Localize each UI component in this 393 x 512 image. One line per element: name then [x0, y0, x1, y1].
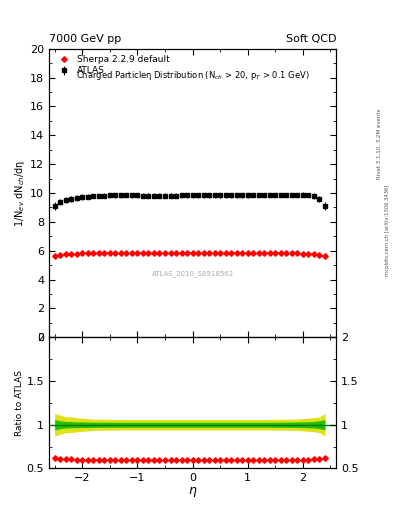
Sherpa 2.2.9 default [312, 251, 316, 258]
Sherpa 2.2.9 default [190, 250, 195, 256]
Sherpa 2.2.9 default [130, 250, 134, 256]
Sherpa 2.2.9 default [262, 250, 266, 256]
Text: Rivet 3.1.10, 3.2M events: Rivet 3.1.10, 3.2M events [377, 108, 382, 179]
Sherpa 2.2.9 default [279, 250, 283, 256]
Sherpa 2.2.9 default [74, 250, 79, 257]
Sherpa 2.2.9 default [63, 251, 68, 258]
Text: 7000 GeV pp: 7000 GeV pp [49, 33, 121, 44]
Sherpa 2.2.9 default [85, 250, 90, 256]
Sherpa 2.2.9 default [174, 250, 178, 256]
Sherpa 2.2.9 default [96, 250, 101, 256]
Sherpa 2.2.9 default [107, 250, 112, 256]
Sherpa 2.2.9 default [168, 250, 173, 256]
Y-axis label: 1/N$_{ev}$ dN$_{ch}$/dη: 1/N$_{ev}$ dN$_{ch}$/dη [13, 159, 28, 227]
Sherpa 2.2.9 default [58, 252, 62, 258]
Sherpa 2.2.9 default [113, 250, 118, 256]
Sherpa 2.2.9 default [69, 251, 73, 257]
Sherpa 2.2.9 default [102, 250, 107, 256]
Sherpa 2.2.9 default [163, 250, 167, 256]
Sherpa 2.2.9 default [141, 250, 145, 256]
Sherpa 2.2.9 default [185, 250, 189, 256]
Sherpa 2.2.9 default [146, 250, 151, 256]
Text: Charged Particleη Distribution (N$_{ch}$ > 20, p$_T$ > 0.1 GeV): Charged Particleη Distribution (N$_{ch}$… [76, 69, 309, 82]
Sherpa 2.2.9 default [124, 250, 129, 256]
Sherpa 2.2.9 default [152, 250, 156, 256]
Sherpa 2.2.9 default [201, 250, 206, 256]
Sherpa 2.2.9 default [323, 253, 327, 260]
Sherpa 2.2.9 default [52, 253, 57, 260]
Sherpa 2.2.9 default [119, 250, 123, 256]
Sherpa 2.2.9 default [135, 250, 140, 256]
Y-axis label: Ratio to ATLAS: Ratio to ATLAS [15, 370, 24, 436]
Sherpa 2.2.9 default [306, 251, 311, 257]
Sherpa 2.2.9 default [223, 250, 228, 256]
Sherpa 2.2.9 default [301, 250, 305, 257]
Sherpa 2.2.9 default [290, 250, 294, 256]
Legend: Sherpa 2.2.9 default, ATLAS: Sherpa 2.2.9 default, ATLAS [53, 52, 173, 78]
Sherpa 2.2.9 default [207, 250, 211, 256]
Sherpa 2.2.9 default [317, 252, 322, 258]
Sherpa 2.2.9 default [229, 250, 233, 256]
Sherpa 2.2.9 default [268, 250, 272, 256]
Sherpa 2.2.9 default [251, 250, 255, 256]
Sherpa 2.2.9 default [196, 250, 200, 256]
Sherpa 2.2.9 default [157, 250, 162, 256]
Sherpa 2.2.9 default [179, 250, 184, 256]
Text: ATLAS_2010_S8918562: ATLAS_2010_S8918562 [152, 270, 233, 277]
Text: mcplots.cern.ch [arXiv:1306.3436]: mcplots.cern.ch [arXiv:1306.3436] [385, 185, 389, 276]
Text: Soft QCD: Soft QCD [286, 33, 336, 44]
Sherpa 2.2.9 default [212, 250, 217, 256]
Line: Sherpa 2.2.9 default: Sherpa 2.2.9 default [53, 251, 327, 259]
Sherpa 2.2.9 default [284, 250, 289, 256]
Sherpa 2.2.9 default [240, 250, 244, 256]
Sherpa 2.2.9 default [295, 250, 300, 257]
Sherpa 2.2.9 default [273, 250, 278, 256]
Sherpa 2.2.9 default [218, 250, 222, 256]
Sherpa 2.2.9 default [245, 250, 250, 256]
X-axis label: $\eta$: $\eta$ [188, 485, 197, 499]
Sherpa 2.2.9 default [234, 250, 239, 256]
Sherpa 2.2.9 default [91, 250, 95, 256]
Sherpa 2.2.9 default [80, 250, 84, 257]
Sherpa 2.2.9 default [256, 250, 261, 256]
